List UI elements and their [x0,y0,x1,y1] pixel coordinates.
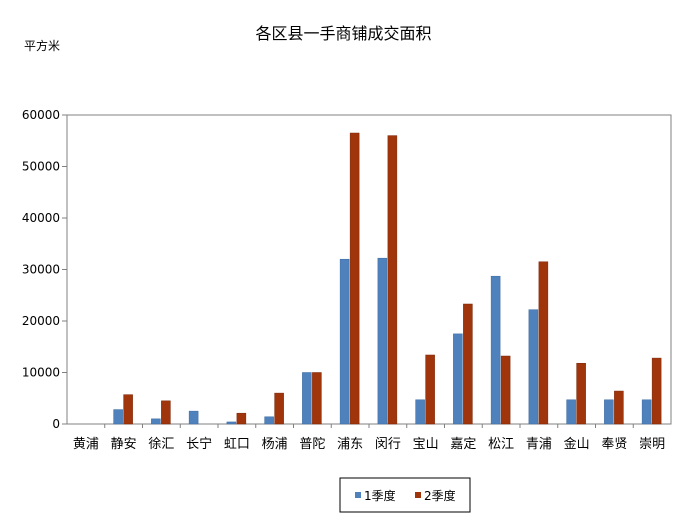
x-tick-label: 杨浦 [262,437,288,452]
y-tick-label: 0 [52,417,60,431]
bar-2-闵行 [387,135,398,425]
bar-2-浦东 [349,132,360,425]
y-tick-label: 30000 [22,263,60,277]
bar-1-闵行 [377,257,388,425]
x-tick-label: 徐汇 [148,437,174,452]
x-tick-label: 黄浦 [73,437,99,452]
bar-2-徐汇 [161,400,171,425]
bar-1-普陀 [302,372,312,425]
chart-title: 各区县一手商铺成交面积 [255,24,432,43]
bar-2-青浦 [538,261,549,425]
y-tick-label: 40000 [22,211,60,225]
x-tick-label: 青浦 [526,437,552,452]
bar-1-嘉定 [453,333,463,425]
x-tick-label: 嘉定 [450,437,476,452]
bar-2-虹口 [236,412,247,425]
bar-2-宝山 [425,354,435,425]
x-tick-label: 虹口 [224,437,250,452]
legend-label-1: 1季度 [364,488,396,503]
y-tick-label: 20000 [22,314,60,328]
y-axis-unit-label: 平方米 [24,39,61,53]
legend-swatch-1 [355,492,361,498]
x-tick-label: 静安 [111,437,137,452]
bar-2-普陀 [312,372,322,425]
bar-1-奉贤 [604,399,614,425]
bar-1-宝山 [415,399,425,425]
bar-1-杨浦 [264,416,274,425]
x-tick-label: 宝山 [413,437,439,452]
bar-2-杨浦 [274,392,284,425]
legend-box [339,477,471,513]
y-tick-label: 10000 [22,366,60,380]
bar-1-虹口 [226,421,237,425]
bar-1-松江 [490,275,501,425]
bar-2-金山 [576,362,586,425]
bar-2-崇明 [651,357,662,425]
bar-2-奉贤 [614,390,624,425]
y-tick-label: 50000 [22,160,60,174]
legend-label-2: 2季度 [424,488,456,503]
bar-1-青浦 [528,309,539,425]
bar-2-嘉定 [463,303,473,425]
x-tick-label: 松江 [488,437,514,452]
x-tick-label: 奉贤 [601,437,627,452]
x-tick-label: 金山 [564,436,590,452]
bar-2-松江 [500,355,511,425]
legend-swatch-2 [415,492,421,498]
x-tick-label: 崇明 [639,437,665,452]
bar-1-浦东 [339,258,350,425]
x-tick-label: 闵行 [375,437,401,452]
bar-1-长宁 [188,410,199,425]
x-tick-label: 长宁 [186,436,212,452]
x-tick-label: 浦东 [337,437,363,452]
bar-1-静安 [113,409,123,425]
bar-2-静安 [123,394,133,425]
x-tick-label: 普陀 [299,436,325,452]
bar-1-崇明 [641,399,652,425]
bar-1-徐汇 [151,418,161,425]
y-tick-label: 60000 [22,108,60,122]
bar-1-金山 [566,399,576,425]
